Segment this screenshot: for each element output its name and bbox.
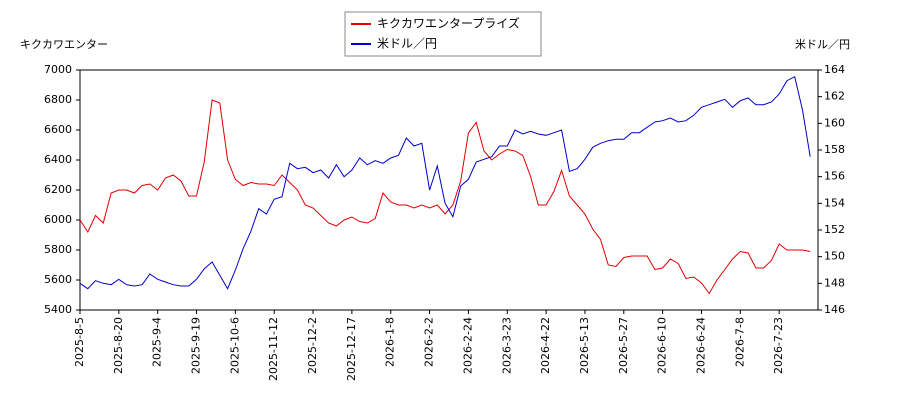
series-line (79, 99, 811, 295)
y2-tick-label: 152 (824, 223, 845, 236)
y2-tick-label: 162 (824, 90, 845, 103)
y2-tick-label: 158 (824, 143, 845, 156)
y2-tick-label: 160 (824, 116, 845, 129)
x-tick-label: 2025-10-6 (228, 317, 241, 374)
x-tick-label: 2026-2-2 (423, 317, 436, 367)
x-tick-label: 2026-6-10 (656, 317, 669, 374)
x-tick-label: 2025-8-5 (73, 317, 86, 367)
y2-tick-label: 146 (824, 303, 845, 316)
legend-label: キクカワエンタープライズ (377, 16, 520, 31)
x-tick-label: 2026-1-8 (384, 317, 397, 367)
y-tick-label: 5600 (44, 273, 72, 286)
y-tick-label: 5800 (44, 243, 72, 256)
y-tick-label: 6000 (44, 213, 72, 226)
y2-tick-label: 150 (824, 250, 845, 263)
y-axis-label: キクカワエンター (20, 38, 108, 51)
legend-box (344, 11, 542, 57)
x-tick-label: 2026-2-24 (461, 317, 474, 374)
series-line (79, 75, 811, 290)
x-tick-label: 2025-11-12 (267, 317, 280, 381)
y-tick-label: 6600 (44, 123, 72, 136)
y2-tick-label: 154 (824, 196, 845, 209)
legend-label: 米ドル／円 (377, 37, 437, 51)
x-tick-label: 2025-8-20 (112, 317, 125, 374)
y2-tick-label: 164 (824, 63, 845, 76)
x-tick-label: 2026-7-23 (772, 317, 785, 374)
x-tick-label: 2025-9-19 (190, 317, 203, 374)
y-tick-label: 6800 (44, 93, 72, 106)
y-tick-label: 5400 (44, 303, 72, 316)
x-tick-label: 2026-3-23 (500, 317, 513, 374)
y-tick-label: 6400 (44, 153, 72, 166)
x-tick-label: 2025-12-17 (345, 317, 358, 381)
x-tick-label: 2026-5-13 (578, 317, 591, 374)
x-tick-label: 2026-7-8 (733, 317, 746, 367)
x-tick-label: 2025-9-4 (151, 317, 164, 367)
y2-tick-label: 148 (824, 276, 845, 289)
x-tick-label: 2025-12-2 (306, 317, 319, 374)
y2-axis-label: 米ドル／円 (795, 38, 850, 51)
x-tick-label: 2026-6-24 (694, 317, 707, 374)
x-tick-label: 2026-4-22 (539, 317, 552, 374)
y-tick-label: 6200 (44, 183, 72, 196)
x-tick-label: 2026-5-27 (617, 317, 630, 374)
y2-tick-label: 156 (824, 170, 845, 183)
y-tick-label: 7000 (44, 63, 72, 76)
